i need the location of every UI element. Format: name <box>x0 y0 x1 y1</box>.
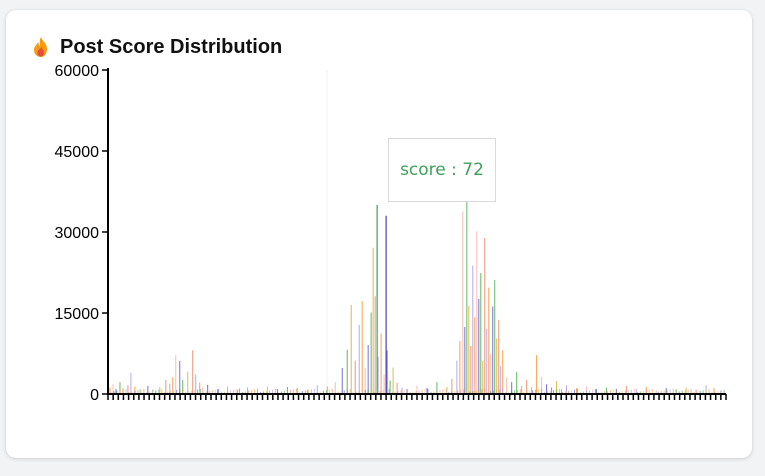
y-tick-label: 30000 <box>55 225 100 242</box>
y-tick-label: 60000 <box>55 63 100 80</box>
chart-tooltip: score : 72 <box>388 138 496 202</box>
y-tick-label: 0 <box>90 387 99 404</box>
chart-title: Post Score Distribution <box>60 35 283 58</box>
tooltip-separator: : <box>445 160 463 180</box>
chart-card: Post Score Distribution <box>6 10 752 458</box>
y-tick-label: 15000 <box>55 306 100 323</box>
tooltip-value: 72 <box>462 160 484 180</box>
y-tick-label: 45000 <box>55 144 100 161</box>
card-header: Post Score Distribution <box>32 34 282 60</box>
fire-icon <box>32 36 50 58</box>
tooltip-series-name: score <box>400 160 446 180</box>
